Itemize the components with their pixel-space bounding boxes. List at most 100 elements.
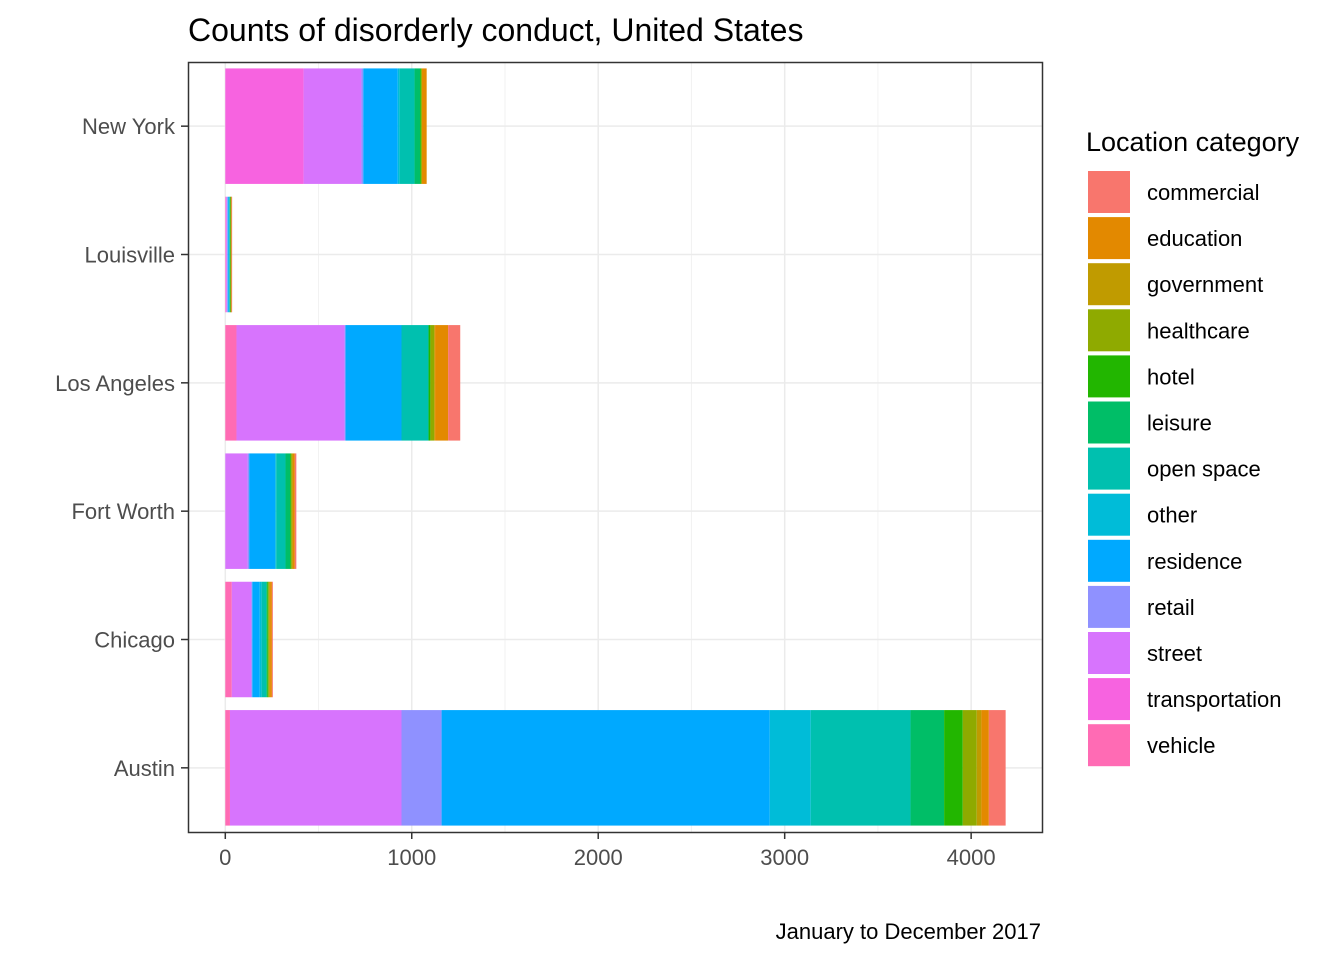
- bar-louisville-residence: [227, 196, 229, 313]
- plot-border: [187, 61, 1044, 834]
- bar-austin-street: [229, 710, 402, 826]
- x-axis: 0 1000 2000 3000 4000: [219, 832, 996, 870]
- bar-austin-commercial: [988, 710, 1006, 826]
- legend-label-healthcare: healthcare: [1147, 318, 1250, 343]
- y-axis: New York Louisville Los Angeles Fort Worth C…: [55, 114, 188, 781]
- bar-chicago-street: [231, 581, 252, 698]
- legend-label-transportation: transportation: [1147, 687, 1282, 712]
- legend-key-hotel: [1088, 355, 1130, 398]
- bar-louisville-government: [230, 196, 232, 313]
- bar-los-angeles-street: [236, 325, 345, 441]
- bar-fort-worth-education: [292, 453, 295, 569]
- x-tick-label: 2000: [574, 845, 623, 870]
- bar-chicago-retail: [251, 581, 253, 698]
- legend-key-street: [1088, 632, 1130, 674]
- x-tick-label: 1000: [387, 845, 436, 870]
- bar-austin-healthcare: [962, 710, 977, 826]
- bar-fort-worth-government: [292, 453, 293, 569]
- x-tick-label: 4000: [947, 845, 996, 870]
- bar-louisville-hotel: [230, 196, 231, 313]
- bars: [225, 68, 1006, 826]
- legend-label-education: education: [1147, 226, 1242, 251]
- y-tick-label: Fort Worth: [71, 499, 175, 524]
- y-tick-label: New York: [82, 114, 176, 139]
- y-tick-label: Chicago: [94, 628, 175, 653]
- legend-key-vehicle: [1088, 724, 1130, 767]
- bar-los-angeles-open-space: [401, 325, 429, 441]
- bar-louisville-street: [226, 196, 228, 313]
- bar-austin-government: [976, 710, 982, 826]
- legend-key-leisure: [1088, 401, 1130, 444]
- legend-label-government: government: [1147, 272, 1263, 297]
- bar-new-york-open-space: [399, 68, 415, 184]
- legend-label-residence: residence: [1147, 549, 1242, 574]
- bar-louisville-healthcare: [230, 196, 232, 313]
- legend-key-residence: [1088, 539, 1130, 582]
- bar-los-angeles-government: [434, 325, 436, 441]
- legend-key-transportation: [1088, 678, 1130, 721]
- chart-caption: January to December 2017: [776, 919, 1041, 944]
- bar-fort-worth-retail: [247, 453, 250, 569]
- legend-label-hotel: hotel: [1147, 364, 1195, 389]
- bar-austin-vehicle: [225, 710, 230, 826]
- bar-new-york-hotel: [420, 68, 422, 184]
- bar-chicago-residence: [252, 581, 260, 698]
- bar-los-angeles-commercial: [448, 325, 461, 441]
- bar-fort-worth-residence: [249, 453, 276, 569]
- legend-key-government: [1088, 263, 1130, 306]
- bar-louisville-transportation: [225, 196, 227, 313]
- bar-louisville-leisure: [229, 196, 231, 313]
- bar-new-york-other: [397, 68, 400, 184]
- x-tick-label: 0: [219, 845, 231, 870]
- bar-austin-other: [769, 710, 811, 826]
- bar-chicago-education: [270, 581, 272, 698]
- y-tick-label: Los Angeles: [55, 371, 175, 396]
- bar-fort-worth-hotel: [290, 453, 292, 569]
- legend-label-street: street: [1147, 641, 1202, 666]
- bar-new-york-retail: [361, 68, 364, 184]
- bar-louisville-open-space: [229, 196, 230, 313]
- bar-los-angeles-vehicle: [225, 325, 237, 441]
- bar-chicago-vehicle: [225, 581, 232, 698]
- bar-new-york-street: [303, 68, 362, 184]
- bar-louisville-education: [231, 196, 232, 313]
- bar-los-angeles-healthcare: [430, 325, 435, 441]
- legend-key-retail: [1088, 585, 1130, 628]
- bar-louisville-retail: [227, 196, 228, 313]
- bar-fort-worth-healthcare: [291, 453, 293, 569]
- y-tick-label: Austin: [114, 756, 175, 781]
- bar-austin-retail: [401, 710, 442, 826]
- legend-key-other: [1088, 493, 1130, 536]
- legend-key-open-space: [1088, 447, 1130, 490]
- bar-louisville-other: [228, 196, 230, 313]
- bar-new-york-healthcare: [421, 68, 423, 184]
- legend-key-commercial: [1088, 171, 1130, 213]
- bar-chicago-leisure: [266, 581, 268, 698]
- bar-los-angeles-hotel: [428, 325, 431, 441]
- bar-austin-open-space: [810, 710, 911, 826]
- bar-austin-residence: [441, 710, 770, 826]
- bar-chicago-open-space: [261, 581, 267, 698]
- bar-chicago-other: [259, 581, 262, 698]
- bar-los-angeles-retail: [344, 325, 346, 441]
- legend-title: Location category: [1086, 127, 1300, 157]
- bar-chicago-government: [269, 581, 271, 698]
- bar-austin-leisure: [910, 710, 945, 826]
- legend-key-education: [1088, 217, 1130, 260]
- bar-new-york-residence: [363, 68, 398, 184]
- bar-fort-worth-other: [275, 453, 277, 569]
- legend-key-healthcare: [1088, 309, 1130, 352]
- x-tick-label: 3000: [760, 845, 809, 870]
- legend: commercial education government healthcare h…: [1088, 171, 1282, 767]
- bar-austin-hotel: [944, 710, 963, 826]
- y-tick-label: Louisville: [85, 243, 176, 268]
- legend-label-retail: retail: [1147, 595, 1195, 620]
- bar-chicago-healthcare: [268, 581, 270, 698]
- bar-new-york-transportation: [225, 68, 304, 184]
- bar-fort-worth-commercial: [294, 453, 297, 569]
- bar-los-angeles-education: [435, 325, 449, 441]
- legend-label-leisure: leisure: [1147, 411, 1212, 436]
- bar-chicago-hotel: [267, 581, 269, 698]
- bar-louisville-commercial: [231, 196, 233, 313]
